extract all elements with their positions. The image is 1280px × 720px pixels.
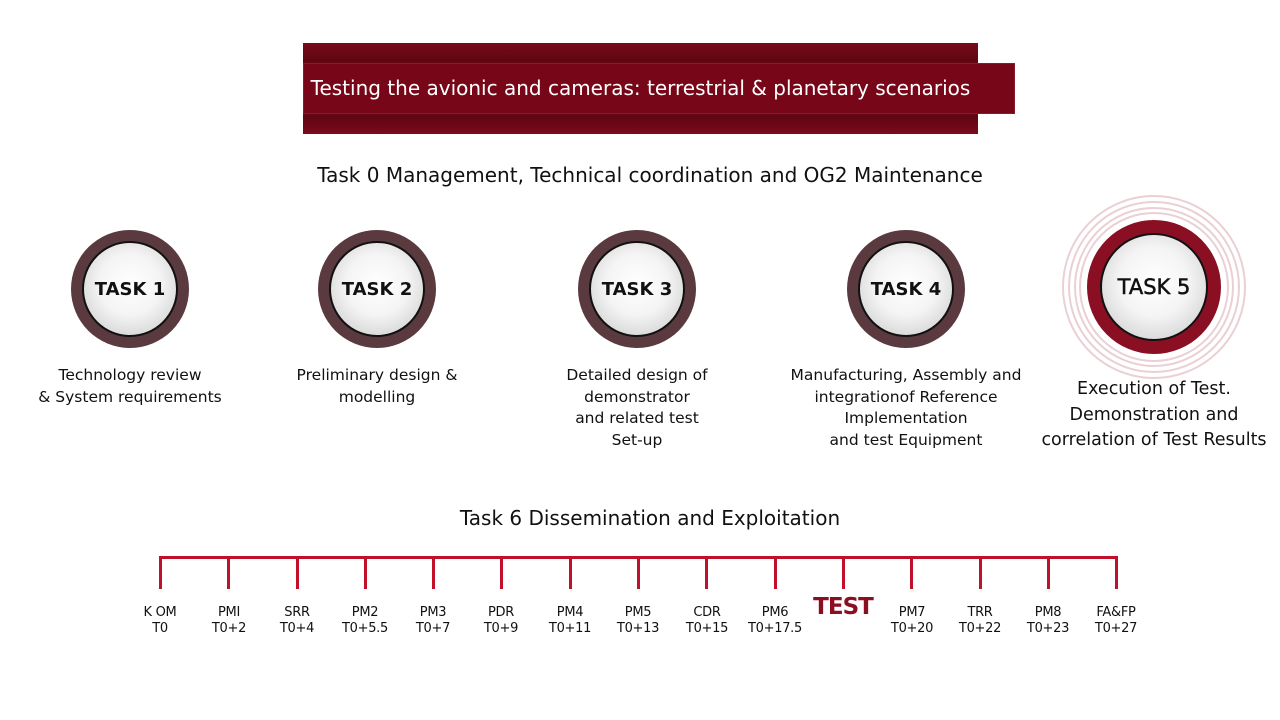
task-3-ring: TASK 3 (578, 230, 696, 348)
milestone: CDR T0+15 (662, 605, 752, 637)
milestone-name: PM8 (1034, 605, 1062, 620)
milestone-time: T0+7 (415, 621, 451, 636)
timeline-tick (432, 556, 435, 589)
task-2-disc: TASK 2 (329, 241, 425, 337)
task-5: TASK 5 Execution of Test. Demonstration … (1029, 195, 1279, 465)
task-5-ring: TASK 5 (1087, 220, 1221, 354)
timeline-tick (705, 556, 708, 589)
timeline-tick (500, 556, 503, 589)
timeline-tick (774, 556, 777, 589)
milestone-time: T0 (152, 621, 168, 636)
timeline-tick (1115, 556, 1118, 589)
milestone: PDR T0+9 (456, 605, 546, 637)
timeline-tick (1047, 556, 1050, 589)
milestone-time: T0+9 (483, 621, 519, 636)
task-2: TASK 2 Preliminary design & modelling (262, 230, 492, 430)
milestone: PMI T0+2 (184, 605, 274, 637)
task-1-label: TASK 1 (94, 278, 166, 300)
milestone-time: T0+4 (279, 621, 315, 636)
milestone-name: PDR (488, 605, 514, 620)
milestone-name: K OM (143, 605, 177, 620)
milestone-time: T0+27 (1094, 621, 1138, 636)
task-4-description: Manufacturing, Assembly and integrationo… (790, 366, 1022, 449)
milestone-name: TRR (967, 605, 993, 620)
milestone: PM2 T0+5.5 (320, 605, 410, 637)
milestone-time: T0+23 (1026, 621, 1070, 636)
milestone-time: T0+17.5 (748, 621, 802, 636)
milestone-time: T0+5.5 (342, 621, 388, 636)
milestone-time: T0+13 (616, 621, 660, 636)
milestone: PM8 T0+23 (1003, 605, 1093, 637)
milestone: TRR T0+22 (935, 605, 1025, 637)
task-4-disc: TASK 4 (858, 241, 954, 337)
task-1-ring: TASK 1 (71, 230, 189, 348)
task-1-description: Technology review & System requirements (38, 366, 222, 406)
timeline-tick (569, 556, 572, 589)
milestone-time: T0+11 (548, 621, 592, 636)
milestone: PM4 T0+11 (525, 605, 615, 637)
task0-heading: Task 0 Management, Technical coordinatio… (317, 163, 983, 187)
timeline-tick (842, 556, 845, 589)
title-banner: Testing the avionic and cameras: terrest… (0, 0, 1280, 140)
banner-title: Testing the avionic and cameras: terrest… (310, 76, 971, 100)
timeline-tick (296, 556, 299, 589)
task-3-disc: TASK 3 (589, 241, 685, 337)
milestone-name: PM7 (898, 605, 926, 620)
milestone: PM7 T0+20 (867, 605, 957, 637)
timeline-tick (979, 556, 982, 589)
task-4: TASK 4 Manufacturing, Assembly and integ… (791, 230, 1021, 460)
milestone: SRR T0+4 (252, 605, 342, 637)
milestone: PM6 T0+17.5 (730, 605, 820, 637)
milestone-time: T0+20 (890, 621, 934, 636)
timeline-tick (227, 556, 230, 589)
milestone-name: FA&FP (1096, 605, 1136, 620)
task-1: TASK 1 Technology review & System requir… (15, 230, 245, 430)
task-3-description: Detailed design of demonstrator and rela… (566, 366, 708, 449)
task6-heading: Task 6 Dissemination and Exploitation (459, 506, 841, 530)
task-5-halo-ring (1079, 212, 1229, 362)
milestone-name: PM2 (351, 605, 379, 620)
timeline-tick (637, 556, 640, 589)
milestone-time: T0+15 (685, 621, 729, 636)
task-2-label: TASK 2 (341, 278, 413, 300)
milestone: PM5 T0+13 (593, 605, 683, 637)
task-4-ring: TASK 4 (847, 230, 965, 348)
task-2-description: Preliminary design & modelling (296, 366, 458, 406)
task-3-label: TASK 3 (601, 278, 673, 300)
milestone-name: PM6 (761, 605, 789, 620)
timeline-tick (159, 556, 162, 589)
timeline-tick (910, 556, 913, 589)
task-5-disc: TASK 5 (1100, 233, 1208, 341)
milestone-time: T0+2 (211, 621, 247, 636)
milestone-time: T0+22 (958, 621, 1002, 636)
banner-front-band (303, 63, 1015, 114)
milestone: K OM T0 (115, 605, 205, 637)
task-2-ring: TASK 2 (318, 230, 436, 348)
milestone: FA&FP T0+27 (1071, 605, 1161, 637)
task-4-label: TASK 4 (870, 278, 942, 300)
task-5-halo-ring (1068, 201, 1240, 373)
task-5-label: TASK 5 (1117, 275, 1191, 300)
milestone-name: PM5 (624, 605, 652, 620)
task-1-disc: TASK 1 (82, 241, 178, 337)
task-5-description: Execution of Test. Demonstration and cor… (1041, 379, 1267, 450)
timeline-tick (364, 556, 367, 589)
milestone-name: SRR (284, 605, 310, 620)
milestone-name: PMI (218, 605, 240, 620)
task-3: TASK 3 Detailed design of demonstrator a… (522, 230, 752, 460)
milestone-name: PM4 (556, 605, 584, 620)
task-5-halo-ring (1062, 195, 1246, 379)
milestone-name: CDR (693, 605, 721, 620)
milestone-test: TEST (813, 594, 874, 620)
milestone-name: PM3 (419, 605, 447, 620)
milestone: PM3 T0+7 (388, 605, 478, 637)
task-5-halo-ring (1074, 207, 1234, 367)
